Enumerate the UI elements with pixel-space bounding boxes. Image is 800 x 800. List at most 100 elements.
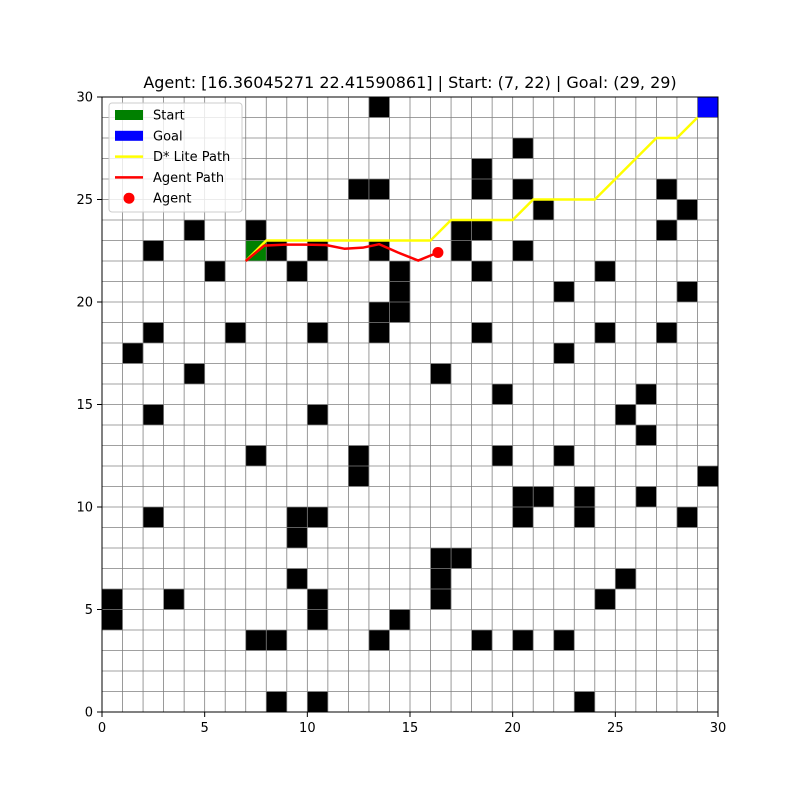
obstacle-cell — [286, 568, 308, 589]
obstacle-cell — [102, 589, 123, 610]
obstacle-cell — [368, 97, 390, 118]
obstacle-cell — [143, 404, 164, 425]
obstacle-cell — [471, 158, 493, 179]
obstacle-cell — [266, 630, 287, 651]
y-tick-label: 10 — [76, 501, 93, 516]
obstacle-cell — [594, 322, 616, 343]
obstacle-cell — [512, 507, 534, 528]
axes: 0 5 10 15 20 25 30 0 5 10 15 20 25 30 — [76, 91, 726, 737]
obstacle-cell — [553, 630, 575, 651]
obstacle-cell — [451, 548, 472, 569]
obstacle-cell — [471, 220, 493, 241]
legend-label: Goal — [153, 129, 183, 144]
obstacle-cell — [512, 486, 534, 507]
obstacle-cell — [451, 240, 472, 261]
dstar-lite-path-line — [244, 116, 699, 262]
obstacle-cell — [245, 630, 267, 651]
obstacle-cell — [533, 486, 554, 507]
obstacle-cell — [492, 445, 513, 466]
obstacle-cell — [553, 445, 575, 466]
obstacle-cell — [348, 179, 369, 200]
obstacle-cell — [697, 466, 718, 487]
obstacle-cell — [676, 281, 698, 302]
x-tick-label: 10 — [299, 721, 316, 736]
obstacle-cell — [512, 138, 534, 159]
obstacle-cell — [307, 609, 328, 630]
legend-label: Agent Path — [153, 171, 224, 186]
legend-label: D* Lite Path — [153, 150, 230, 165]
obstacle-cell — [553, 281, 575, 302]
obstacle-cell — [143, 322, 164, 343]
obstacle-cell — [204, 261, 226, 282]
obstacle-cell — [635, 384, 657, 405]
x-tick-label: 0 — [98, 721, 106, 736]
legend-swatch — [123, 192, 135, 204]
obstacle-cell — [635, 486, 657, 507]
obstacle-cell — [389, 281, 410, 302]
obstacle-cell — [307, 507, 328, 528]
obstacle-cell — [656, 179, 677, 200]
obstacle-cell — [430, 363, 452, 384]
obstacle-cell — [430, 568, 452, 589]
obstacle-cell — [389, 261, 410, 282]
obstacle-cell — [184, 220, 205, 241]
obstacle-cell — [266, 691, 287, 712]
legend-label: Start — [153, 109, 185, 124]
chart-title: Agent: [16.36045271 22.41590861] | Start… — [143, 73, 676, 92]
obstacle-cell — [286, 261, 308, 282]
obstacle-cell — [389, 609, 410, 630]
obstacle-cell — [676, 199, 698, 220]
obstacle-cell — [307, 404, 328, 425]
y-tick-label: 0 — [85, 706, 93, 721]
obstacle-cell — [594, 589, 616, 610]
obstacle-cell — [307, 322, 328, 343]
obstacle-cell — [656, 322, 677, 343]
obstacle-cell — [389, 302, 410, 323]
obstacle-cell — [348, 466, 369, 487]
y-tick-label: 20 — [76, 296, 93, 311]
obstacle-cell — [122, 343, 144, 364]
obstacle-cell — [430, 548, 452, 569]
obstacle-cell — [307, 589, 328, 610]
x-tick-label: 5 — [201, 721, 209, 736]
x-tick-label: 25 — [607, 721, 624, 736]
obstacle-cell — [492, 384, 513, 405]
obstacle-cell — [348, 445, 369, 466]
obstacle-cell — [368, 302, 390, 323]
obstacle-cell — [512, 630, 534, 651]
agent-point — [432, 246, 444, 258]
obstacle-cell — [451, 220, 472, 241]
obstacle-cell — [574, 486, 595, 507]
obstacle-cell — [143, 240, 164, 261]
x-tick-label: 20 — [504, 721, 521, 736]
obstacle-cell — [430, 589, 452, 610]
obstacle-cell — [594, 261, 616, 282]
legend-box — [108, 102, 243, 213]
obstacle-cell — [286, 507, 308, 528]
x-tick-label: 30 — [710, 721, 727, 736]
legend: Start Goal D* Lite Path Agent Path Agent — [108, 102, 243, 213]
goal-cell — [697, 97, 718, 118]
obstacle-cell — [368, 630, 390, 651]
obstacle-cell — [471, 630, 493, 651]
obstacle-cell — [512, 240, 534, 261]
y-tick-label: 15 — [76, 398, 93, 413]
obstacle-cell — [656, 220, 677, 241]
plot-area — [101, 96, 719, 713]
obstacle-cell — [635, 425, 657, 446]
obstacle-cell — [471, 179, 493, 200]
obstacle-cell — [471, 322, 493, 343]
y-tick-label: 30 — [76, 91, 93, 106]
y-tick-label: 5 — [85, 603, 93, 618]
obstacle-cell — [533, 199, 554, 220]
obstacle-cell — [574, 691, 595, 712]
obstacle-cell — [471, 261, 493, 282]
obstacle-cell — [307, 691, 328, 712]
agent-path-line — [244, 242, 439, 262]
obstacle-cell — [512, 179, 534, 200]
legend-label: Agent — [153, 192, 191, 207]
x-tick-label: 15 — [402, 721, 419, 736]
obstacle-cell — [615, 568, 636, 589]
obstacle-cell — [553, 343, 575, 364]
